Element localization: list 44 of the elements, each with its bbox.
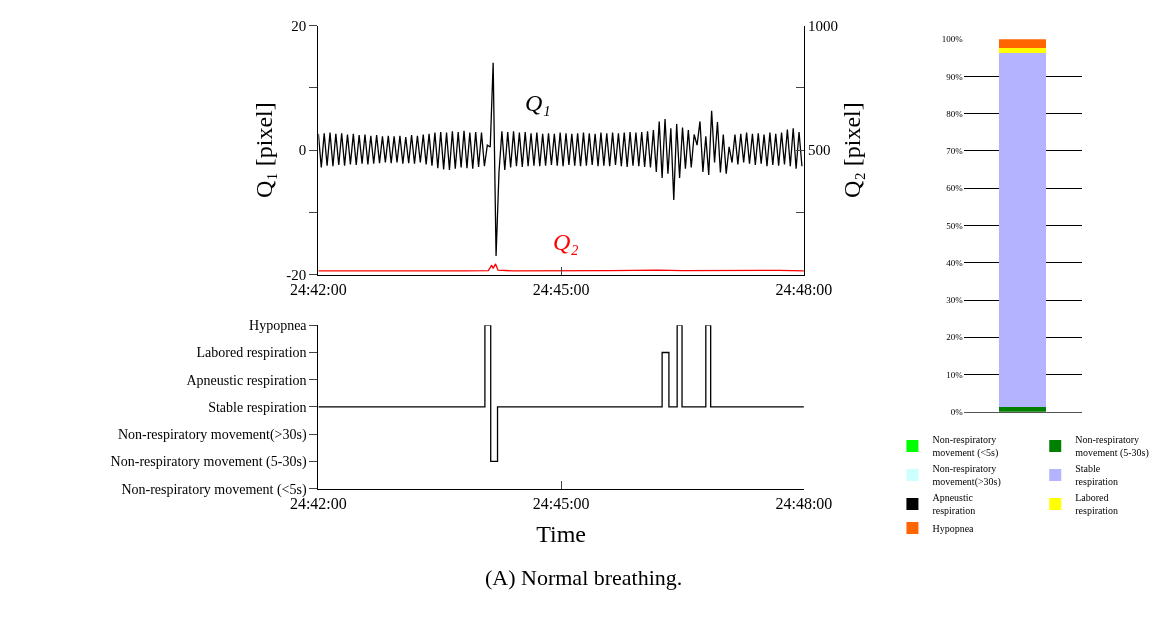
category-label: Labored respiration	[196, 345, 307, 361]
y-tick-label: 60%	[946, 183, 964, 194]
y-tick-label: 0%	[950, 406, 964, 417]
y-tick-label: 20	[291, 17, 307, 34]
x-tick-label: 24:48:00	[775, 494, 833, 512]
y2-tick-label: 1000	[807, 17, 838, 34]
y-tick-label: 0	[298, 142, 307, 159]
legend-label: Non-respiratory movement (5-30s)	[1075, 434, 1149, 460]
y-tick-label: 80%	[946, 108, 964, 119]
category-label: Stable respiration	[208, 399, 307, 415]
y2-tick-label: 500	[807, 142, 831, 159]
category-label: Apneustic respiration	[186, 372, 307, 388]
legend-label: Labored respiration	[1075, 492, 1118, 517]
y-tick-label: 30%	[946, 295, 964, 306]
y-tick-label: 90%	[946, 71, 964, 82]
x-tick-label: 24:45:00	[532, 280, 590, 298]
bar	[999, 52, 1047, 407]
text: (A) Normal breathing.	[485, 565, 683, 590]
legend-label: Apneustic respiration	[932, 492, 976, 517]
category-label: Non-respiratory movement (<5s)	[121, 481, 307, 497]
x-tick-label: 24:48:00	[775, 280, 833, 298]
series-label: Q₂	[553, 229, 579, 255]
bar	[999, 48, 1047, 53]
x-tick-label: 24:45:00	[532, 494, 590, 512]
y2-axis-title: Q₂ [pixel]	[839, 102, 866, 198]
x-tick-label: 24:42:00	[289, 280, 347, 298]
y-tick-label: 50%	[946, 220, 964, 231]
category-label: Non-respiratory movement (5-30s)	[110, 454, 307, 470]
y-tick-label: 20%	[946, 332, 964, 343]
y-axis-title: Q₁ [pixel]	[251, 102, 278, 198]
y-tick-label: -20	[286, 266, 307, 283]
legend-label: Non-respiratory movement (<5s)	[932, 434, 999, 460]
y-tick-label: 10%	[946, 369, 964, 380]
category-label: Hypopnea	[249, 318, 307, 334]
x-axis-title: Time	[536, 521, 587, 548]
y-tick-label: 40%	[946, 257, 964, 268]
y-tick-label: 70%	[946, 146, 964, 157]
series-label: Q₁	[525, 90, 551, 116]
legend-label: Non-respiratory movement(>30s)	[932, 463, 1001, 489]
legend-label: Hypopnea	[932, 522, 975, 534]
legend-label: Stable respiration	[1075, 463, 1118, 488]
category-label: Non-respiratory movement(>30s)	[117, 427, 307, 443]
line-series	[318, 263, 804, 272]
y-tick-label: 100%	[941, 34, 964, 45]
